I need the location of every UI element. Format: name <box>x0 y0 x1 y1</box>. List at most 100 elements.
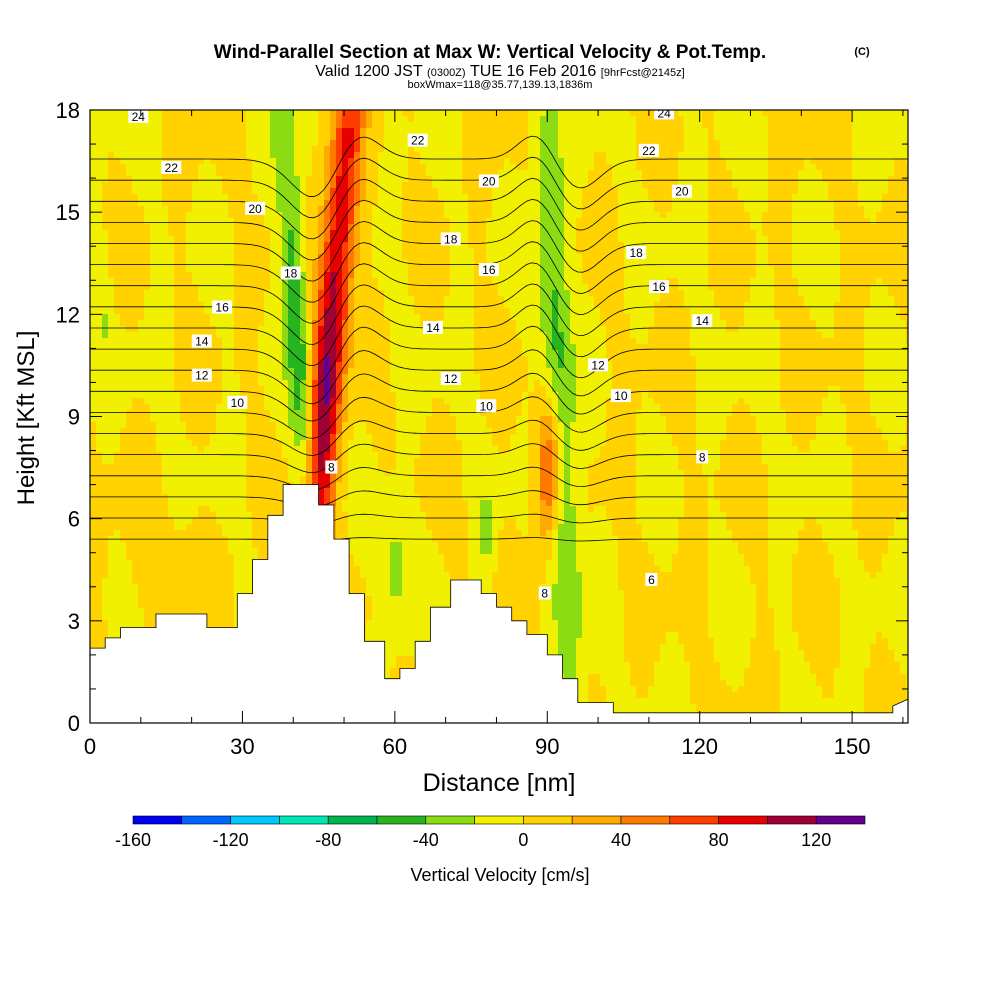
velocity-cell <box>720 164 727 171</box>
velocity-cell <box>846 122 853 129</box>
velocity-cell <box>270 110 277 117</box>
velocity-cell <box>606 320 613 327</box>
velocity-cell <box>822 242 829 249</box>
velocity-cell <box>342 314 349 321</box>
velocity-cell <box>696 164 703 171</box>
velocity-cell <box>588 212 595 219</box>
velocity-cell <box>690 164 697 171</box>
velocity-cell <box>786 194 793 201</box>
velocity-cell <box>198 212 205 219</box>
velocity-cell <box>576 278 583 285</box>
velocity-cell <box>726 116 733 123</box>
velocity-cell <box>180 326 187 333</box>
velocity-cell <box>198 248 205 255</box>
velocity-cell <box>414 212 421 219</box>
velocity-cell <box>780 278 787 285</box>
velocity-cell <box>378 176 385 183</box>
velocity-cell <box>108 272 115 279</box>
velocity-cell <box>192 128 199 135</box>
velocity-cell <box>234 296 241 303</box>
velocity-cell <box>384 122 391 129</box>
velocity-cell <box>270 200 277 207</box>
velocity-cell <box>690 206 697 213</box>
velocity-cell <box>474 302 481 309</box>
velocity-cell <box>174 266 181 273</box>
velocity-cell <box>624 170 631 177</box>
velocity-cell <box>798 248 805 255</box>
velocity-cell <box>516 302 523 309</box>
velocity-cell <box>300 200 307 207</box>
velocity-cell <box>222 248 229 255</box>
velocity-cell <box>762 242 769 249</box>
velocity-cell <box>330 110 337 117</box>
velocity-cell <box>252 230 259 237</box>
velocity-cell <box>732 182 739 189</box>
velocity-cell <box>366 320 373 327</box>
velocity-cell <box>138 278 145 285</box>
velocity-cell <box>540 110 547 117</box>
velocity-cell <box>390 242 397 249</box>
velocity-cell <box>738 164 745 171</box>
velocity-cell <box>150 254 157 261</box>
velocity-cell <box>96 134 103 141</box>
velocity-cell <box>198 230 205 237</box>
velocity-cell <box>192 134 199 141</box>
velocity-cell <box>402 128 409 135</box>
velocity-cell <box>264 230 271 237</box>
velocity-cell <box>336 248 343 255</box>
velocity-cell <box>618 200 625 207</box>
velocity-cell <box>198 110 205 117</box>
velocity-cell <box>858 152 865 159</box>
velocity-cell <box>648 164 655 171</box>
velocity-cell <box>630 146 637 153</box>
velocity-cell <box>798 140 805 147</box>
velocity-cell <box>570 194 577 201</box>
velocity-cell <box>234 182 241 189</box>
velocity-cell <box>888 188 895 195</box>
velocity-cell <box>690 254 697 261</box>
velocity-cell <box>618 194 625 201</box>
velocity-cell <box>504 200 511 207</box>
velocity-cell <box>222 110 229 117</box>
velocity-cell <box>366 248 373 255</box>
velocity-cell <box>180 116 187 123</box>
velocity-cell <box>324 326 331 333</box>
velocity-cell <box>348 224 355 231</box>
velocity-cell <box>246 224 253 231</box>
velocity-cell <box>840 170 847 177</box>
velocity-cell <box>138 158 145 165</box>
velocity-cell <box>450 284 457 291</box>
velocity-cell <box>684 146 691 153</box>
velocity-cell <box>102 278 109 285</box>
velocity-cell <box>858 170 865 177</box>
velocity-cell <box>222 236 229 243</box>
velocity-cell <box>774 266 781 273</box>
velocity-cell <box>618 278 625 285</box>
velocity-cell <box>156 194 163 201</box>
velocity-cell <box>228 278 235 285</box>
velocity-cell <box>186 326 193 333</box>
velocity-cell <box>888 260 895 267</box>
velocity-cell <box>438 266 445 273</box>
velocity-cell <box>852 218 859 225</box>
velocity-cell <box>360 284 367 291</box>
velocity-cell <box>828 218 835 225</box>
velocity-cell <box>498 284 505 291</box>
velocity-cell <box>774 314 781 321</box>
velocity-cell <box>468 266 475 273</box>
velocity-cell <box>780 122 787 129</box>
velocity-cell <box>768 122 775 129</box>
velocity-cell <box>888 146 895 153</box>
velocity-cell <box>294 248 301 255</box>
velocity-cell <box>312 116 319 123</box>
velocity-cell <box>198 206 205 213</box>
velocity-cell <box>456 110 463 117</box>
velocity-cell <box>474 152 481 159</box>
velocity-cell <box>300 320 307 327</box>
velocity-cell <box>714 218 721 225</box>
velocity-cell <box>558 296 565 303</box>
velocity-cell <box>780 200 787 207</box>
velocity-cell <box>336 212 343 219</box>
velocity-cell <box>834 218 841 225</box>
velocity-cell <box>174 284 181 291</box>
